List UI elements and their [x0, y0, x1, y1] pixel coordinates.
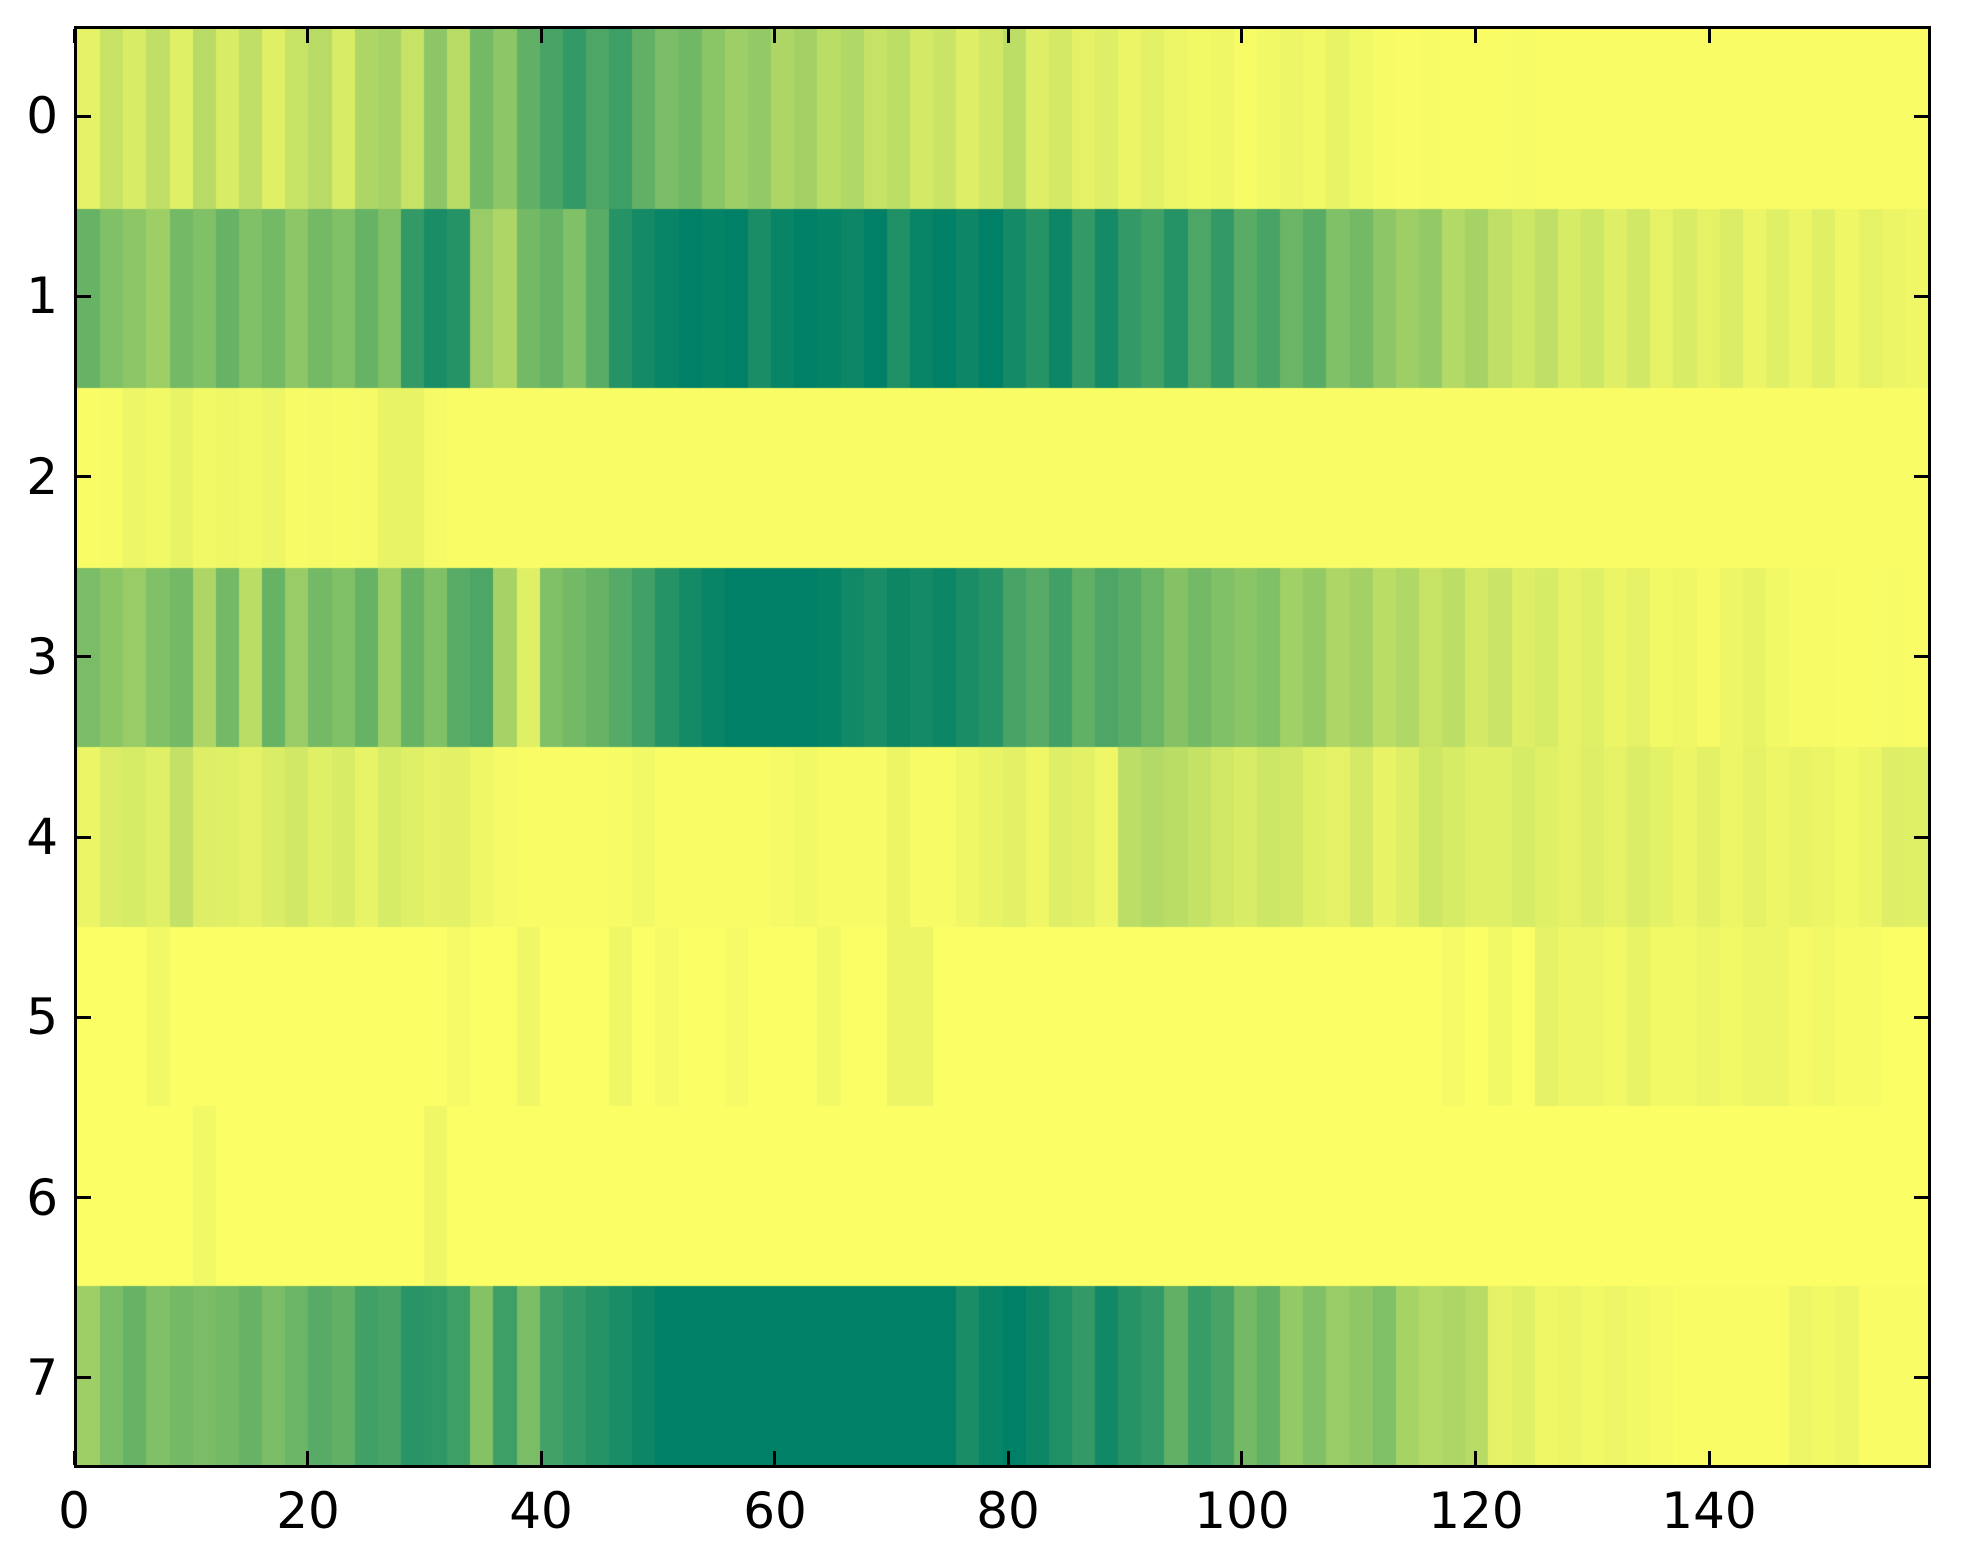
x-tick-top [540, 29, 543, 43]
x-tick-bottom [1007, 1451, 1010, 1465]
y-tick-right [1914, 115, 1928, 118]
y-tick-label: 0 [26, 87, 58, 145]
x-tick-label: 0 [58, 1482, 90, 1540]
y-tick-left [77, 475, 91, 478]
y-tick-left [77, 836, 91, 839]
x-tick-bottom [73, 1451, 76, 1465]
x-tick-bottom [1240, 1451, 1243, 1465]
x-tick-label: 120 [1428, 1482, 1524, 1540]
x-tick-label: 140 [1661, 1482, 1757, 1540]
heatmap-canvas [77, 29, 1928, 1465]
y-tick-left [77, 1376, 91, 1379]
y-tick-label: 4 [26, 808, 58, 866]
y-tick-right [1914, 1196, 1928, 1199]
x-tick-top [1708, 29, 1711, 43]
y-tick-left [77, 1196, 91, 1199]
x-tick-bottom [773, 1451, 776, 1465]
x-tick-top [1007, 29, 1010, 43]
y-tick-right [1914, 295, 1928, 298]
y-tick-label: 7 [26, 1349, 58, 1407]
y-tick-right [1914, 1376, 1928, 1379]
x-tick-top [1240, 29, 1243, 43]
x-tick-label: 100 [1194, 1482, 1290, 1540]
y-tick-label: 5 [26, 988, 58, 1046]
x-tick-bottom [540, 1451, 543, 1465]
x-tick-bottom [1708, 1451, 1711, 1465]
plot-area [74, 26, 1931, 1468]
x-tick-top [306, 29, 309, 43]
y-tick-label: 2 [26, 448, 58, 506]
x-tick-label: 80 [976, 1482, 1040, 1540]
y-tick-label: 1 [26, 267, 58, 325]
x-tick-top [773, 29, 776, 43]
y-tick-left [77, 655, 91, 658]
y-tick-label: 3 [26, 628, 58, 686]
x-tick-top [73, 29, 76, 43]
x-tick-top [1474, 29, 1477, 43]
y-tick-right [1914, 655, 1928, 658]
y-tick-right [1914, 1016, 1928, 1019]
y-tick-left [77, 115, 91, 118]
x-tick-label: 40 [509, 1482, 573, 1540]
x-tick-bottom [306, 1451, 309, 1465]
y-tick-right [1914, 836, 1928, 839]
x-tick-label: 20 [276, 1482, 340, 1540]
x-tick-label: 60 [743, 1482, 807, 1540]
y-tick-right [1914, 475, 1928, 478]
y-tick-left [77, 1016, 91, 1019]
y-tick-left [77, 295, 91, 298]
x-tick-bottom [1474, 1451, 1477, 1465]
y-tick-label: 6 [26, 1169, 58, 1227]
